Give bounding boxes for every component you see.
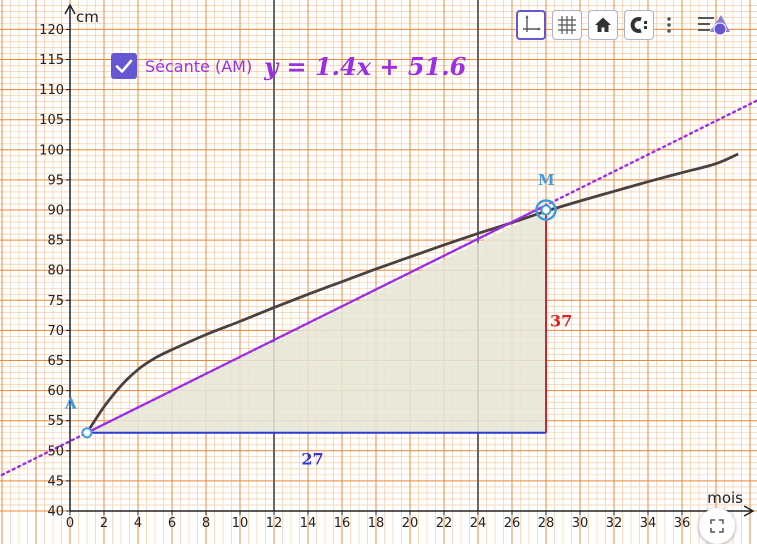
grid-toggle-button[interactable]: [552, 10, 582, 40]
x-tick-label: 8: [202, 516, 210, 531]
graphics-toolbar: [516, 8, 734, 42]
main-menu-button[interactable]: [694, 10, 734, 40]
x-tick-label: 36: [674, 516, 691, 531]
y-axis-arrow: [64, 3, 76, 15]
y-tick-label: 115: [39, 53, 64, 68]
secant-segment-am: [86, 204, 547, 434]
x-tick-label: 10: [232, 516, 249, 531]
x-tick-label: 26: [504, 516, 521, 531]
horizontal-change-label: 27: [301, 450, 323, 469]
y-tick-label: 110: [39, 83, 64, 98]
move-graphics-view-button[interactable]: [516, 10, 546, 40]
point-a-label: A: [64, 395, 77, 413]
x-tick-label: 6: [168, 516, 176, 531]
x-axis-arrow: [743, 505, 755, 517]
x-tick-label: 34: [640, 516, 657, 531]
point-m-halo: [535, 199, 557, 221]
points: [81, 199, 557, 439]
labels: 0 2 4 6 8 10 12 14 16 18 20 22 24 26 28 30 32 34 364045505…: [39, 8, 743, 531]
y-tick-label: 75: [47, 294, 64, 309]
y-tick-label: 120: [39, 23, 64, 38]
x-tick-label: 14: [300, 516, 317, 531]
fullscreen-icon: [710, 519, 724, 533]
point-a-marker: [81, 427, 93, 439]
y-tick-label: 90: [47, 204, 64, 219]
y-tick-label: 55: [47, 414, 64, 429]
x-tick-label: 30: [572, 516, 589, 531]
more-options-button[interactable]: [660, 10, 678, 40]
fullscreen-button[interactable]: [699, 508, 735, 544]
y-tick-label: 40: [47, 505, 64, 520]
x-tick-label: 12: [266, 516, 283, 531]
x-axis-label: mois: [707, 489, 743, 507]
x-tick-label: 32: [606, 516, 623, 531]
x-tick-label: 18: [368, 516, 385, 531]
secant-label: Sécante (AM): [145, 56, 253, 76]
secant-toggle[interactable]: Sécante (AM) y = 1.4x + 51.6: [111, 50, 466, 82]
checkmark-icon: [115, 59, 133, 73]
menu-graphing-icon: [698, 15, 730, 36]
x-tick-label: 22: [436, 516, 453, 531]
y-tick-label: 80: [47, 264, 64, 279]
y-tick-label: 60: [47, 384, 64, 399]
y-axis-label: cm: [76, 8, 99, 26]
x-tick-label: 2: [100, 516, 108, 531]
y-tick-label: 85: [47, 234, 64, 249]
y-tick-label: 45: [47, 474, 64, 489]
y-tick-label: 50: [47, 444, 64, 459]
axes-icon: [523, 15, 541, 32]
y-tick-label: 100: [39, 143, 64, 158]
y-tick-label: 65: [47, 354, 64, 369]
x-tick-label: 4: [134, 516, 142, 531]
standard-view-button[interactable]: [588, 10, 618, 40]
point-m-marker: [540, 204, 552, 216]
home-icon: [595, 17, 611, 32]
magnet-c-icon: [630, 17, 647, 33]
x-tick-label: 0: [66, 516, 74, 531]
vertical-change-label: 37: [550, 311, 572, 330]
x-tick-label: 16: [334, 516, 351, 531]
y-tick-label: 70: [47, 324, 64, 339]
y-tick-label: 105: [39, 113, 64, 128]
secant-checkbox[interactable]: [111, 53, 137, 79]
point-m-label: M: [538, 171, 555, 189]
x-tick-label: 24: [470, 516, 487, 531]
axes: [64, 3, 755, 517]
more-vertical-icon: [667, 17, 671, 33]
curves: [0, 99, 757, 477]
grid-icon: [558, 16, 576, 34]
growth-curve: [85, 152, 739, 434]
secant-equation: y = 1.4x + 51.6: [264, 51, 467, 81]
x-tick-label: 20: [402, 516, 419, 531]
x-tick-label: 28: [538, 516, 555, 531]
y-tick-label: 95: [47, 173, 64, 188]
point-capture-button[interactable]: [624, 10, 654, 40]
